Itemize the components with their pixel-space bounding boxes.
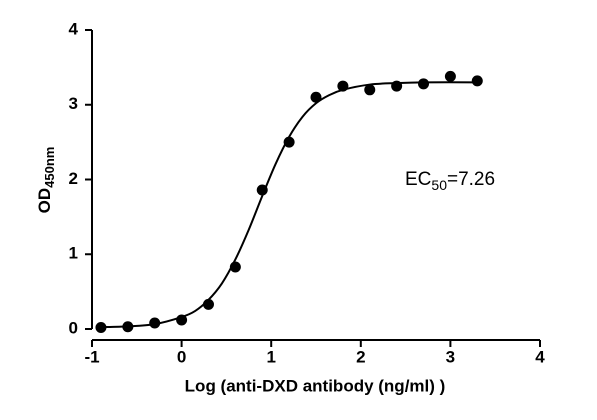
ec-rest: =7.26 [447,169,495,190]
data-point [391,80,403,92]
data-point [337,80,349,92]
data-point [444,70,456,82]
data-point [310,91,322,103]
data-point [364,84,376,96]
ec50-annotation: EC50=7.26 [405,169,495,193]
x-tick-label: -1 [84,347,99,366]
ec-main: EC [405,169,431,190]
y-axis-label: OD450nm [35,147,57,214]
data-point [229,261,241,273]
data-point [256,184,268,196]
y-tick-label: 1 [69,244,78,263]
data-point [471,75,483,87]
y-label-sub: 450nm [42,147,57,188]
x-axis-label: Log (anti-DXD antibody (ng/ml) ) [185,376,446,395]
y-tick-label: 3 [69,94,78,113]
data-point [149,317,161,329]
x-tick-label: 2 [356,347,365,366]
x-tick-label: 0 [177,347,186,366]
data-point [283,136,295,148]
ec-sub: 50 [431,177,447,193]
y-tick-label: 4 [69,19,79,38]
fit-curve [100,81,478,329]
x-tick-label: 3 [446,347,455,366]
data-point [202,298,214,310]
data-point [122,321,134,333]
y-tick-label: 0 [69,318,78,337]
x-tick-label: 1 [266,347,275,366]
y-tick-label: 2 [69,169,78,188]
data-point [176,314,188,326]
x-tick-label: 4 [535,347,545,366]
data-point [95,322,107,334]
y-label-main: OD [35,188,54,214]
data-point [418,78,430,90]
